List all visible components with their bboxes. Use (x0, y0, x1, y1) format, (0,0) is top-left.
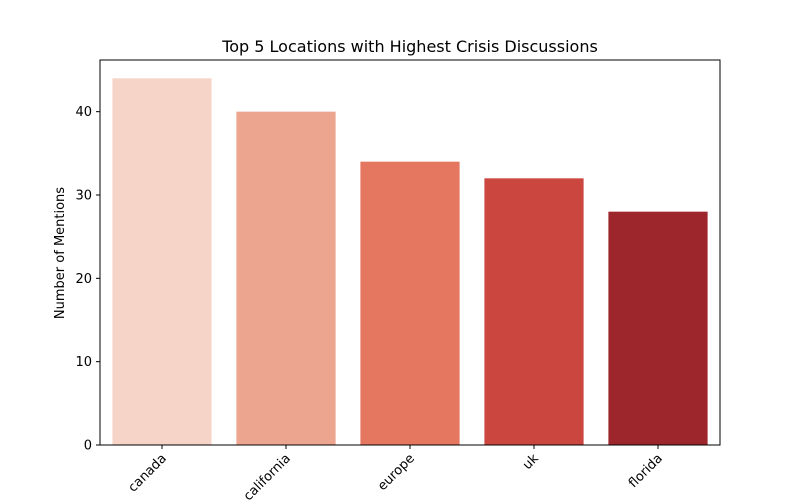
x-tick-label-canada: canada (126, 451, 170, 495)
x-tick-label-uk: uk (520, 451, 542, 473)
bar-california (236, 111, 336, 446)
bar-florida (608, 211, 708, 445)
x-tick-label-california: california (241, 451, 294, 500)
y-tick-label-0: 0 (84, 439, 92, 454)
y-tick-label-10: 10 (75, 355, 92, 370)
plot-frame (99, 59, 721, 446)
x-ticks-group: canada california europe uk florida (126, 445, 666, 500)
bar-canada (112, 78, 212, 445)
bar-uk (484, 178, 584, 446)
y-tick-label-40: 40 (75, 105, 92, 120)
chart-title: Top 5 Locations with Highest Crisis Disc… (221, 37, 598, 56)
bars-group (112, 78, 708, 446)
y-ticks-group: 0 10 20 30 40 (75, 105, 100, 454)
y-tick-label-30: 30 (75, 189, 92, 204)
bar-europe (360, 161, 460, 445)
y-tick-label-20: 20 (75, 272, 92, 287)
x-tick-label-florida: florida (626, 451, 666, 491)
y-axis-label: Number of Mentions (53, 187, 68, 319)
x-tick-label-europe: europe (375, 451, 418, 494)
